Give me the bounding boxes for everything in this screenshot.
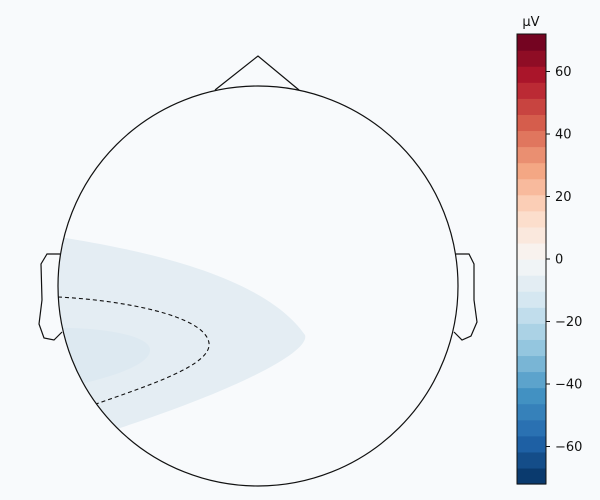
colorbar-band — [517, 178, 546, 196]
field-region-negative — [58, 234, 306, 470]
head-circle — [57, 85, 459, 487]
colorbar-tick-label: 0 — [555, 253, 563, 268]
colorbar-band — [517, 82, 546, 99]
colorbar-band — [517, 387, 546, 405]
colorbar-label: µV — [522, 15, 539, 30]
colorbar-band — [517, 323, 546, 340]
colorbar-tick-label: 60 — [555, 65, 572, 80]
colorbar-band — [517, 259, 546, 276]
colorbar-tick-label: 20 — [555, 190, 572, 205]
colorbar: µV −60 −40 −20 0 20 40 60 — [516, 15, 582, 485]
colorbar-band — [517, 66, 546, 83]
colorbar-band — [517, 146, 546, 164]
colorbar-band — [517, 98, 546, 115]
colorbar-bands — [517, 34, 546, 485]
colorbar-tick-label: −40 — [555, 378, 582, 393]
colorbar-band — [517, 130, 546, 148]
colorbar-band — [517, 355, 546, 373]
colorbar-band — [517, 210, 546, 228]
colorbar-band — [517, 50, 546, 67]
left-ear — [38, 253, 63, 341]
contour-line — [58, 296, 210, 405]
colorbar-band — [517, 403, 546, 421]
colorbar-band — [517, 467, 546, 485]
colorbar-band — [517, 371, 546, 389]
colorbar-ticks: −60 −40 −20 0 20 40 60 — [546, 65, 582, 455]
colorbar-band — [517, 291, 546, 308]
colorbar-band — [517, 435, 546, 453]
colorbar-band — [517, 419, 546, 437]
colorbar-tick-label: 40 — [555, 128, 572, 143]
nose — [214, 55, 300, 91]
colorbar-band — [517, 339, 546, 357]
colorbar-tick-label: −60 — [555, 440, 582, 455]
colorbar-band — [517, 162, 546, 180]
colorbar-band — [517, 242, 546, 260]
head-outline — [38, 55, 478, 487]
scalp-field — [58, 234, 306, 470]
colorbar-band — [517, 307, 546, 324]
colorbar-band — [517, 34, 546, 51]
right-ear — [453, 253, 478, 341]
colorbar-band — [517, 451, 546, 469]
colorbar-band — [517, 114, 546, 132]
colorbar-tick-label: −20 — [555, 315, 582, 330]
colorbar-band — [517, 194, 546, 212]
colorbar-band — [517, 226, 546, 244]
colorbar-band — [517, 275, 546, 292]
